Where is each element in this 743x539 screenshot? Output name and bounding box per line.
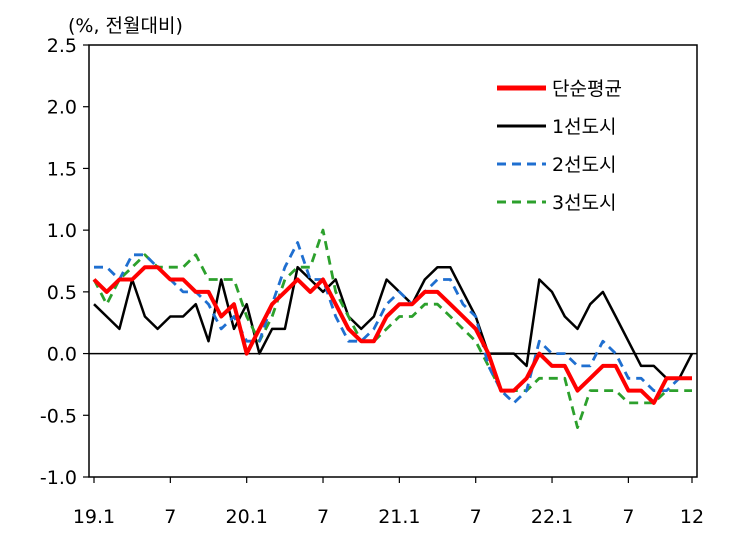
legend: 단순평균 1선도시 2선도시 3선도시 [497, 78, 622, 214]
series-line-1 [92, 265, 692, 405]
x-tick-label: 12 [680, 506, 704, 528]
unit-label: (%, 전월대비) [68, 15, 183, 37]
x-tick-label: 21.1 [378, 506, 420, 528]
x-tick-label: 7 [622, 506, 634, 528]
y-tick-label: 0.5 [47, 282, 77, 304]
legend-label-4: 3선도시 [552, 192, 617, 214]
series-line-3 [94, 241, 692, 405]
y-tick-label: 1.0 [47, 220, 77, 242]
y-axis: 2.5 2.0 1.5 1.0 0.5 0.0 -0.5 -1.0 [40, 35, 89, 489]
x-tick-label: 20.1 [226, 506, 268, 528]
legend-label-3: 2선도시 [552, 154, 617, 176]
legend-label-1: 단순평균 [552, 78, 622, 100]
y-tick-label: 0.0 [47, 344, 77, 366]
x-tick-label: 7 [164, 506, 176, 528]
y-tick-label: -0.5 [40, 405, 77, 427]
x-tick-label: 7 [317, 506, 329, 528]
y-tick-label: 1.5 [47, 158, 77, 180]
x-tick-label: 19.1 [73, 506, 115, 528]
y-tick-label: 2.5 [47, 35, 77, 57]
series-lines [92, 228, 694, 430]
x-tick-label: 22.1 [531, 506, 573, 528]
series-line-2 [93, 265, 694, 380]
series-line-4 [92, 228, 692, 430]
y-tick-label: 2.0 [47, 97, 77, 119]
legend-label-2: 1선도시 [552, 116, 617, 138]
x-tick-label: 7 [470, 506, 482, 528]
plot-frame [88, 44, 698, 478]
x-axis: 19.1 7 20.1 7 21.1 7 22.1 7 12 [73, 477, 704, 528]
y-tick-label: -1.0 [40, 467, 77, 489]
